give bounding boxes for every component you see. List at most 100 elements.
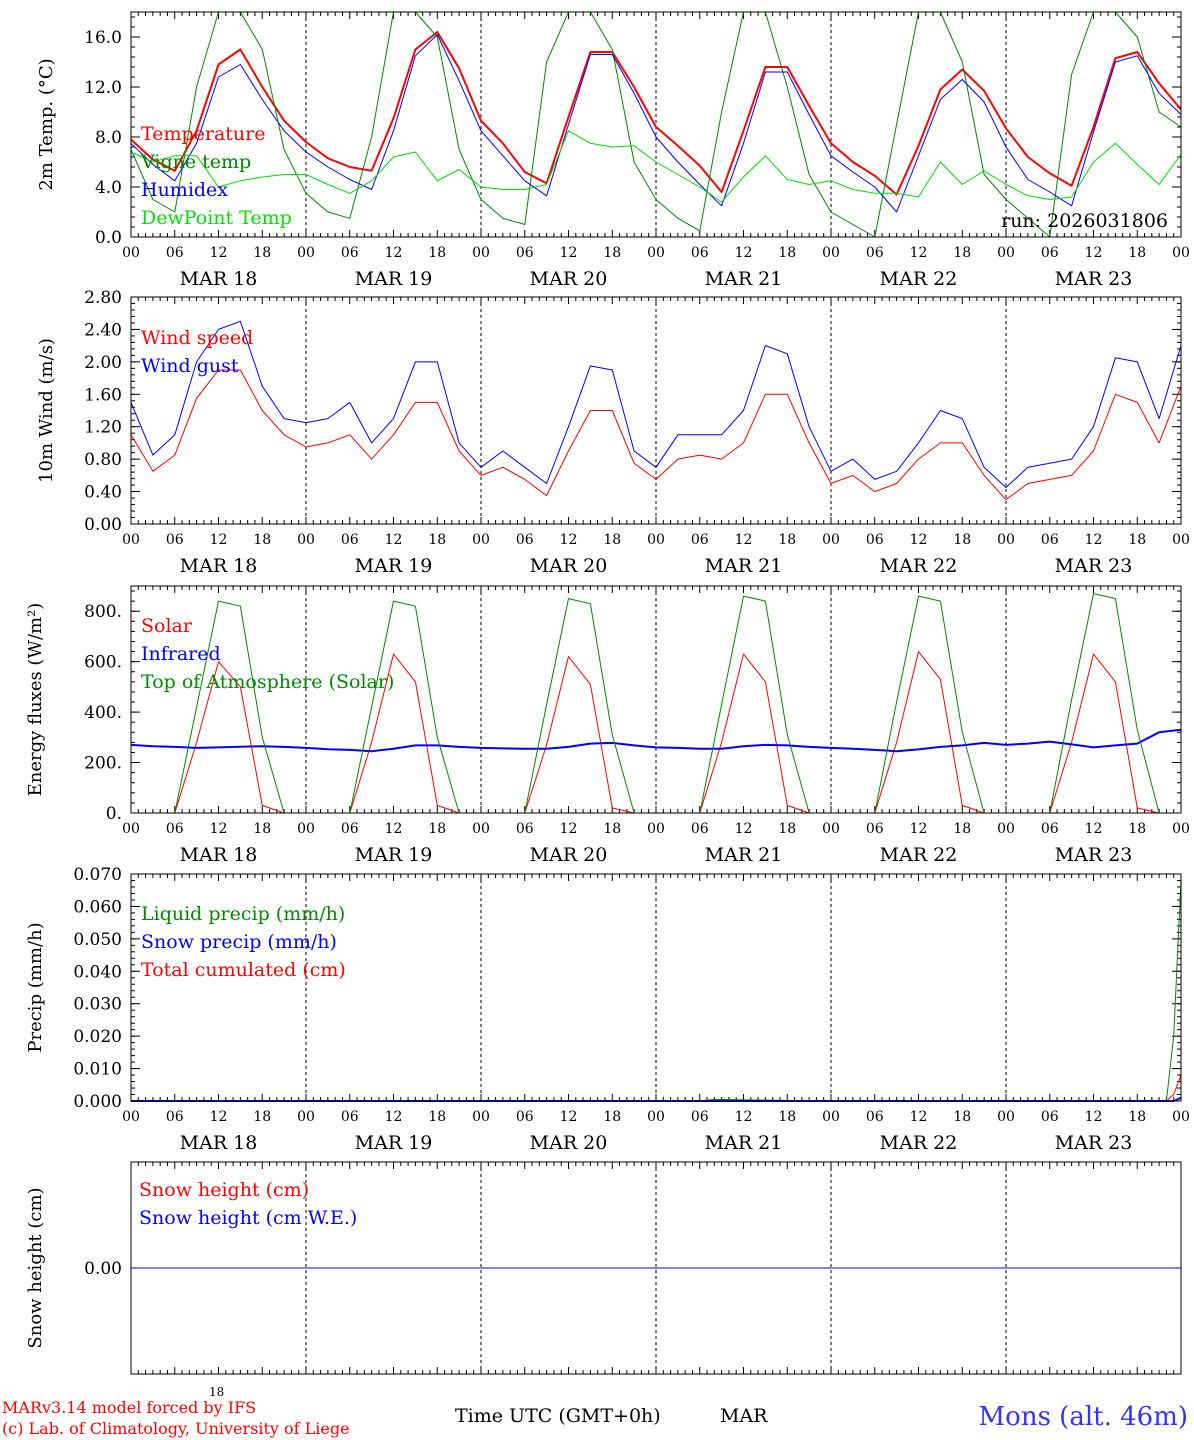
day-label: MAR 18 (180, 844, 258, 866)
x-tick-label: 00 (297, 532, 315, 548)
x-tick-label: 18 (778, 821, 796, 837)
day-label: MAR 21 (705, 268, 783, 290)
y-tick-label: 0.060 (73, 897, 122, 917)
y-tick-label: 0.00 (84, 1259, 122, 1279)
panel-5: 0.00 Snow height (cm) Snow height (cm) Snow… (25, 1161, 1182, 1375)
x-tick-label: 18 (428, 245, 446, 261)
x-tick-label: 12 (385, 1109, 403, 1125)
x-tick-label: 00 (647, 1109, 665, 1125)
x-tick-label: 00 (822, 821, 840, 837)
x-tick-label: 00 (997, 532, 1015, 548)
x-tick-label: 18 (603, 532, 621, 548)
x-tick-label: 00 (1172, 821, 1190, 837)
x-tick-label: 18 (428, 1109, 446, 1125)
day-label: MAR 22 (880, 1132, 958, 1154)
y-tick-label: 0.020 (73, 1027, 122, 1047)
day-label: MAR 22 (880, 844, 958, 866)
y-tick-label: 600. (84, 653, 122, 673)
day-label: MAR 19 (355, 1132, 433, 1154)
x-tick-label: 00 (997, 821, 1015, 837)
x-tick-label: 06 (1041, 245, 1059, 261)
series-line-3 (130, 34, 1182, 213)
x-tick-label: 12 (560, 1109, 578, 1125)
x-tick-label: 18 (253, 532, 271, 548)
x-tick-label: 00 (647, 245, 665, 261)
day-label: MAR 23 (1055, 844, 1133, 866)
x-tick-label: 06 (691, 532, 709, 548)
x-tick-label: 06 (691, 245, 709, 261)
x-tick-label: 12 (1085, 821, 1103, 837)
y-tick-label: 0.40 (84, 483, 122, 503)
x-tick-label: 12 (385, 532, 403, 548)
day-label: MAR 23 (1055, 268, 1133, 290)
plot-frame (130, 585, 1182, 814)
x-tick-label: 18 (428, 821, 446, 837)
x-tick-label: 00 (647, 821, 665, 837)
x-tick-label: 12 (910, 532, 928, 548)
x-tick-label: 18 (778, 532, 796, 548)
day-label: MAR 20 (530, 1132, 608, 1154)
day-label: MAR 18 (180, 1132, 258, 1154)
series-line-2 (130, 728, 1182, 753)
x-tick-label: 12 (735, 245, 753, 261)
x-tick-label: 12 (1085, 532, 1103, 548)
x-tick-label: 06 (166, 532, 184, 548)
x-tick-label: 18 (778, 245, 796, 261)
x-tick-label: 18 (253, 245, 271, 261)
day-label: MAR 22 (880, 268, 958, 290)
legend-entry: Snow height (cm W.E.) (139, 1207, 357, 1229)
y-tick-label: 8.0 (95, 128, 122, 148)
y-tick-label: 0.0 (95, 228, 122, 248)
x-tick-label: 12 (910, 821, 928, 837)
y-tick-label: 800. (84, 602, 122, 622)
y-tick-label: 4.0 (95, 178, 122, 198)
y-tick-label: 2.40 (84, 320, 122, 340)
x-tick-label: 18 (253, 1109, 271, 1125)
x-tick-label: 12 (1085, 1109, 1103, 1125)
day-label: MAR 21 (705, 844, 783, 866)
x-tick-label: 12 (560, 821, 578, 837)
legend-entry: Total cumulated (cm) (141, 959, 346, 981)
y-axis-title: Precip (mm/h) (25, 922, 46, 1052)
x-tick-label: 12 (560, 532, 578, 548)
plot-frame (130, 873, 1182, 1102)
x-tick-label: 06 (691, 821, 709, 837)
x-tick-label: 18 (603, 1109, 621, 1125)
x-tick-label: 12 (385, 821, 403, 837)
day-label: MAR 18 (180, 555, 258, 577)
y-tick-label: 0.030 (73, 995, 122, 1015)
x-tick-label: 06 (341, 1109, 359, 1125)
x-tick-label: 18 (1128, 245, 1146, 261)
y-tick-label: 0.000 (73, 1092, 122, 1112)
x-tick-label: 18 (253, 821, 271, 837)
day-label: MAR 18 (180, 268, 258, 290)
x-tick-label: 00 (472, 532, 490, 548)
x-tick-label: 18 (953, 245, 971, 261)
x-tick-label: 12 (735, 532, 753, 548)
x-tick-label: 00 (1172, 532, 1190, 548)
run-annotation: run: 2026031806 (1001, 210, 1168, 232)
day-label: MAR 20 (530, 268, 608, 290)
series-line-2 (130, 11, 1182, 238)
legend-entry: Vigne temp (140, 151, 251, 173)
x-tick-label: 18 (1128, 1109, 1146, 1125)
y-tick-label: 16.0 (84, 28, 122, 48)
day-label: MAR 22 (880, 555, 958, 577)
x-tick-label: 06 (516, 821, 534, 837)
x-tick-label: 00 (297, 1109, 315, 1125)
x-tick-label: 06 (341, 245, 359, 261)
x-tick-label: 12 (210, 821, 228, 837)
y-axis-title: 2m Temp. (°C) (36, 58, 57, 190)
x-tick-label: 06 (866, 821, 884, 837)
plot-frame (130, 11, 1182, 238)
x-tick-label: 06 (866, 1109, 884, 1125)
legend-entry: Liquid precip (mm/h) (141, 903, 345, 925)
panel-4: 0.000 0.010 0.020 0.030 0.040 0.050 0.060 0.070… (25, 865, 1190, 1154)
y-tick-label: 0.050 (73, 930, 122, 950)
x-tick-label: 06 (866, 532, 884, 548)
x-tick-label: 06 (1041, 1109, 1059, 1125)
y-tick-label: 200. (84, 754, 122, 774)
y-tick-label: 0.010 (73, 1060, 122, 1080)
x-tick-label: 00 (472, 245, 490, 261)
